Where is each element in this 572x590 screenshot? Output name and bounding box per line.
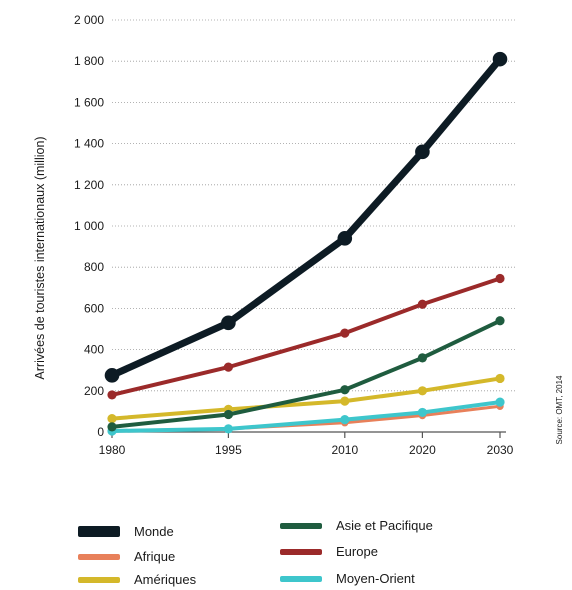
legend-swatch-afrique	[78, 553, 120, 560]
y-tick-label: 1 200	[74, 178, 104, 192]
x-tick-label: 1995	[215, 443, 242, 457]
data-point-monde	[415, 144, 430, 160]
y-tick-label: 1 800	[74, 54, 104, 68]
data-point-europe	[340, 328, 350, 338]
legend-swatch-ameriques	[78, 576, 120, 583]
legend-label-europe: Europe	[336, 544, 378, 559]
series-line-moyen-orient	[110, 400, 502, 433]
legend-swatch-asie-pacifique	[280, 522, 322, 529]
x-tick-label: 2020	[409, 443, 436, 457]
x-tick-label: 2030	[487, 443, 514, 457]
y-tick-label: 0	[97, 425, 104, 439]
series-line-monde	[108, 55, 504, 379]
data-point-asie-et-pacifique	[223, 409, 233, 420]
x-tick-label: 2010	[331, 443, 358, 457]
legend-item-moyen-orient: Moyen-Orient	[280, 571, 415, 586]
y-tick-label: 600	[84, 301, 104, 315]
legend-label-ameriques: Amériques	[134, 572, 197, 587]
data-point-ameriques	[495, 373, 505, 384]
legend-label-afrique: Afrique	[134, 549, 176, 564]
data-point-asie-et-pacifique	[107, 422, 117, 432]
data-point-europe	[495, 273, 505, 284]
y-axis-label: Arrivées de touristes internationaux (mi…	[33, 136, 47, 379]
legend-swatch-europe	[280, 548, 322, 555]
data-point-moyen-orient	[417, 407, 427, 418]
data-point-monde	[221, 315, 236, 331]
y-tick-label: 200	[84, 384, 104, 398]
x-axis-ticks: 1980 1995 2010 2020 2030	[99, 431, 514, 457]
y-tick-label: 400	[84, 343, 104, 357]
y-tick-label: 1 000	[74, 219, 104, 233]
data-point-monde	[104, 368, 120, 383]
gridlines	[112, 19, 516, 392]
line-chart: 0 200 400 600 800 1 000 1 200 1 400 1 600 1 800 2 …	[33, 13, 564, 457]
source-note: Source: OMT, 2014	[555, 375, 564, 444]
legend-item-europe: Europe	[280, 544, 378, 559]
data-point-ameriques	[417, 386, 427, 396]
data-point-ameriques	[107, 414, 117, 424]
legend-item-afrique: Afrique	[78, 549, 175, 564]
y-tick-label: 2 000	[74, 13, 104, 27]
series-line-europe	[110, 276, 502, 397]
legend: Monde Afrique Amériques Asie et Pacifiqu…	[0, 500, 572, 590]
data-point-monde	[337, 231, 353, 246]
legend-label-moyen-orient: Moyen-Orient	[336, 571, 415, 586]
data-point-ameriques	[340, 396, 350, 406]
y-tick-label: 800	[84, 260, 104, 274]
x-tick-label: 1980	[99, 443, 126, 457]
series-lines	[104, 51, 508, 436]
legend-label-monde: Monde	[134, 524, 174, 539]
data-point-asie-et-pacifique	[340, 385, 350, 395]
legend-label-asie-pacifique: Asie et Pacifique	[336, 518, 433, 533]
legend-swatch-monde	[78, 526, 120, 537]
legend-item-asie-pacifique: Asie et Pacifique	[280, 518, 433, 533]
legend-item-ameriques: Amériques	[78, 572, 196, 587]
data-point-moyen-orient	[495, 397, 505, 407]
data-point-moyen-orient	[340, 415, 350, 425]
legend-swatch-moyen-orient	[280, 575, 322, 582]
legend-item-monde: Monde	[78, 524, 174, 539]
data-point-monde	[492, 51, 508, 67]
data-point-europe	[107, 390, 117, 400]
y-axis-ticks: 0 200 400 600 800 1 000 1 200 1 400 1 600 1 800 2 …	[74, 13, 104, 439]
data-point-moyen-orient	[223, 424, 233, 434]
y-tick-label: 1 600	[74, 95, 104, 109]
y-tick-label: 1 400	[74, 137, 104, 151]
data-point-europe	[223, 362, 233, 372]
data-point-asie-et-pacifique	[417, 353, 427, 363]
data-point-asie-et-pacifique	[495, 316, 505, 326]
data-point-europe	[417, 299, 427, 309]
